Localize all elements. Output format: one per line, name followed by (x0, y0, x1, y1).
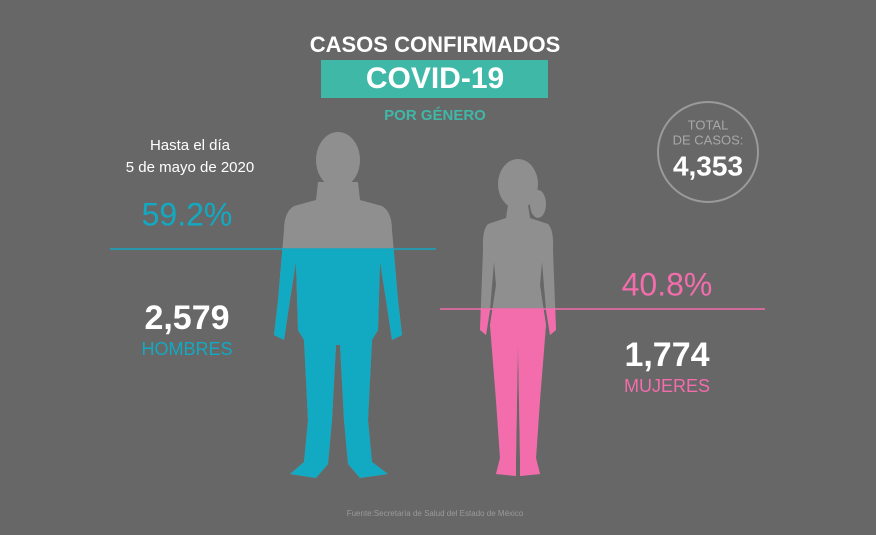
women-label: MUJERES (624, 376, 710, 396)
date-line: Hasta el día (150, 137, 231, 154)
total-label: TOTAL (688, 117, 729, 132)
source: Fuente:Secretaría de Salud del Estado de… (347, 509, 524, 518)
men-label: HOMBRES (141, 339, 232, 359)
title: CASOS CONFIRMADOS (310, 32, 561, 57)
total-circle (657, 101, 759, 203)
subtitle: COVID-19 (366, 62, 504, 95)
women-count: 1,774 (624, 336, 709, 374)
men-percent: 59.2% (142, 196, 233, 232)
subtitle-box (321, 60, 548, 98)
men-count: 2,579 (144, 299, 229, 337)
tagline: POR GÉNERO (384, 107, 486, 124)
total-label: DE CASOS: (673, 132, 744, 147)
total-value: 4,353 (673, 150, 743, 181)
date-line: 5 de mayo de 2020 (126, 159, 254, 176)
women-percent: 40.8% (622, 266, 713, 302)
